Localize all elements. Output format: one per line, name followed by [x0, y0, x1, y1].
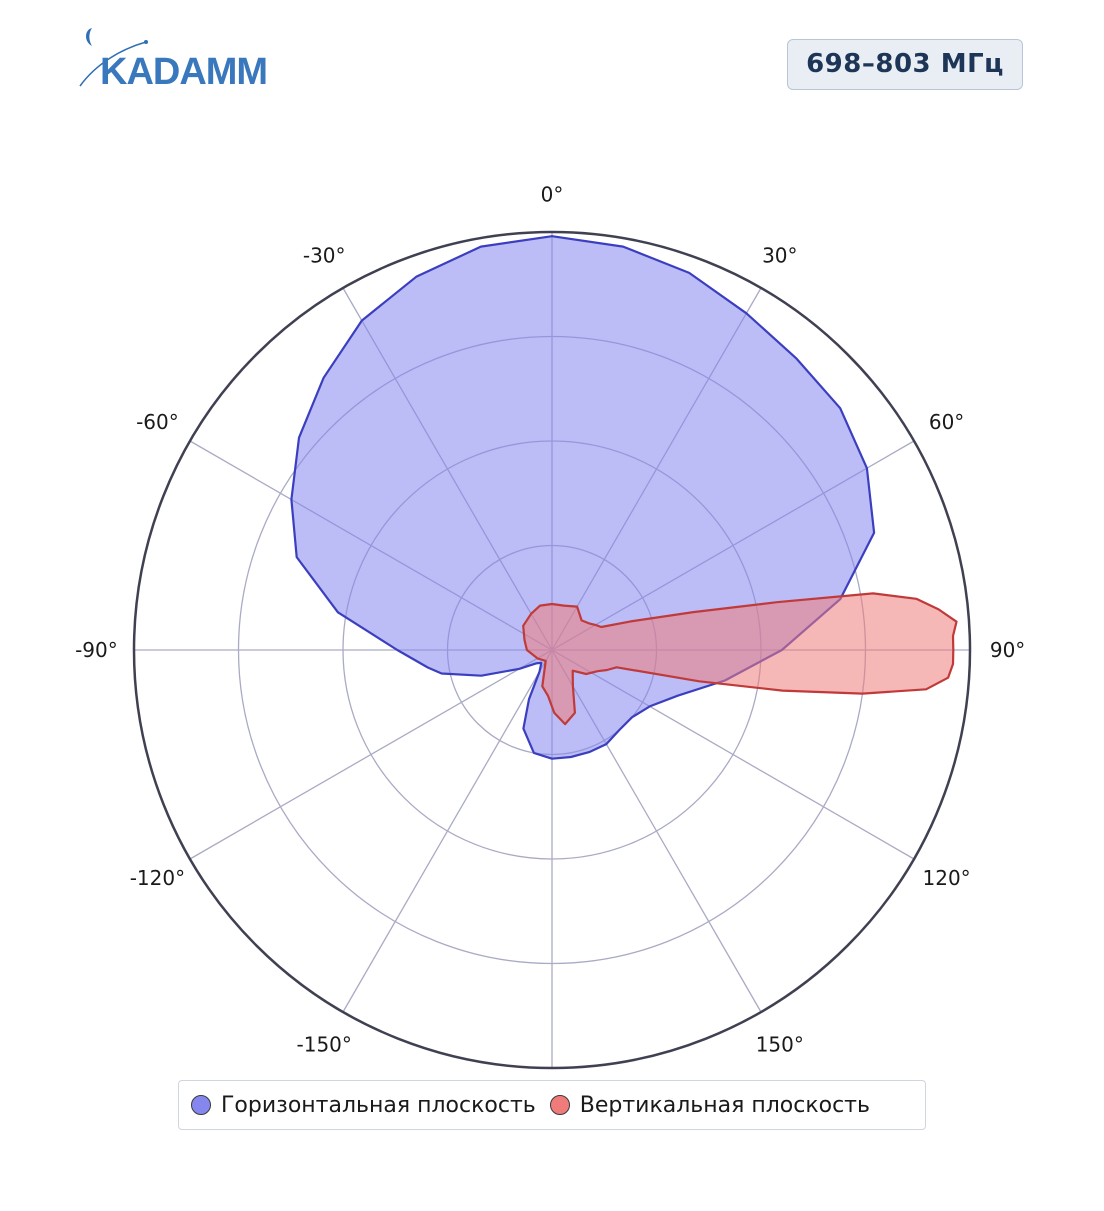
- legend-swatch-vertical: [549, 1095, 570, 1115]
- kadamm-logo: KADAMM: [79, 28, 268, 93]
- legend-swatch-horizontal: [191, 1095, 211, 1115]
- legend-item-vertical[interactable]: Вертикальная плоскость: [549, 1092, 870, 1118]
- angular-tick-label: -120°: [130, 866, 185, 890]
- angular-tick-label: 30°: [762, 243, 797, 267]
- polar-frame: [132, 230, 972, 1070]
- angular-tick-label: -60°: [136, 410, 179, 434]
- angular-tick-label: 150°: [756, 1033, 804, 1057]
- angular-gridline: [189, 649, 553, 860]
- angular-tick-label: 0°: [541, 182, 564, 206]
- angular-tick-label: 60°: [929, 410, 964, 434]
- angular-tick-label: -150°: [297, 1033, 352, 1057]
- legend-item-horizontal[interactable]: Горизонтальная плоскость: [191, 1093, 536, 1118]
- legend-label-horizontal: Горизонтальная плоскость: [221, 1092, 536, 1118]
- frequency-badge: 698–803 МГц: [787, 39, 1023, 90]
- legend-label-vertical: Вертикальная плоскость: [579, 1092, 870, 1118]
- series-vertical-area: [522, 592, 958, 726]
- angular-tick-label: -90°: [75, 638, 118, 662]
- angular-tick-label: -30°: [303, 243, 346, 267]
- logo-text: KADAMM: [100, 51, 267, 93]
- angular-gridline: [342, 649, 553, 1013]
- angular-tick-label: 90°: [990, 638, 1025, 662]
- chart-legend: Горизонтальная плоскость Вертикальная пл…: [178, 1080, 926, 1130]
- angular-tick-label: 120°: [923, 866, 971, 890]
